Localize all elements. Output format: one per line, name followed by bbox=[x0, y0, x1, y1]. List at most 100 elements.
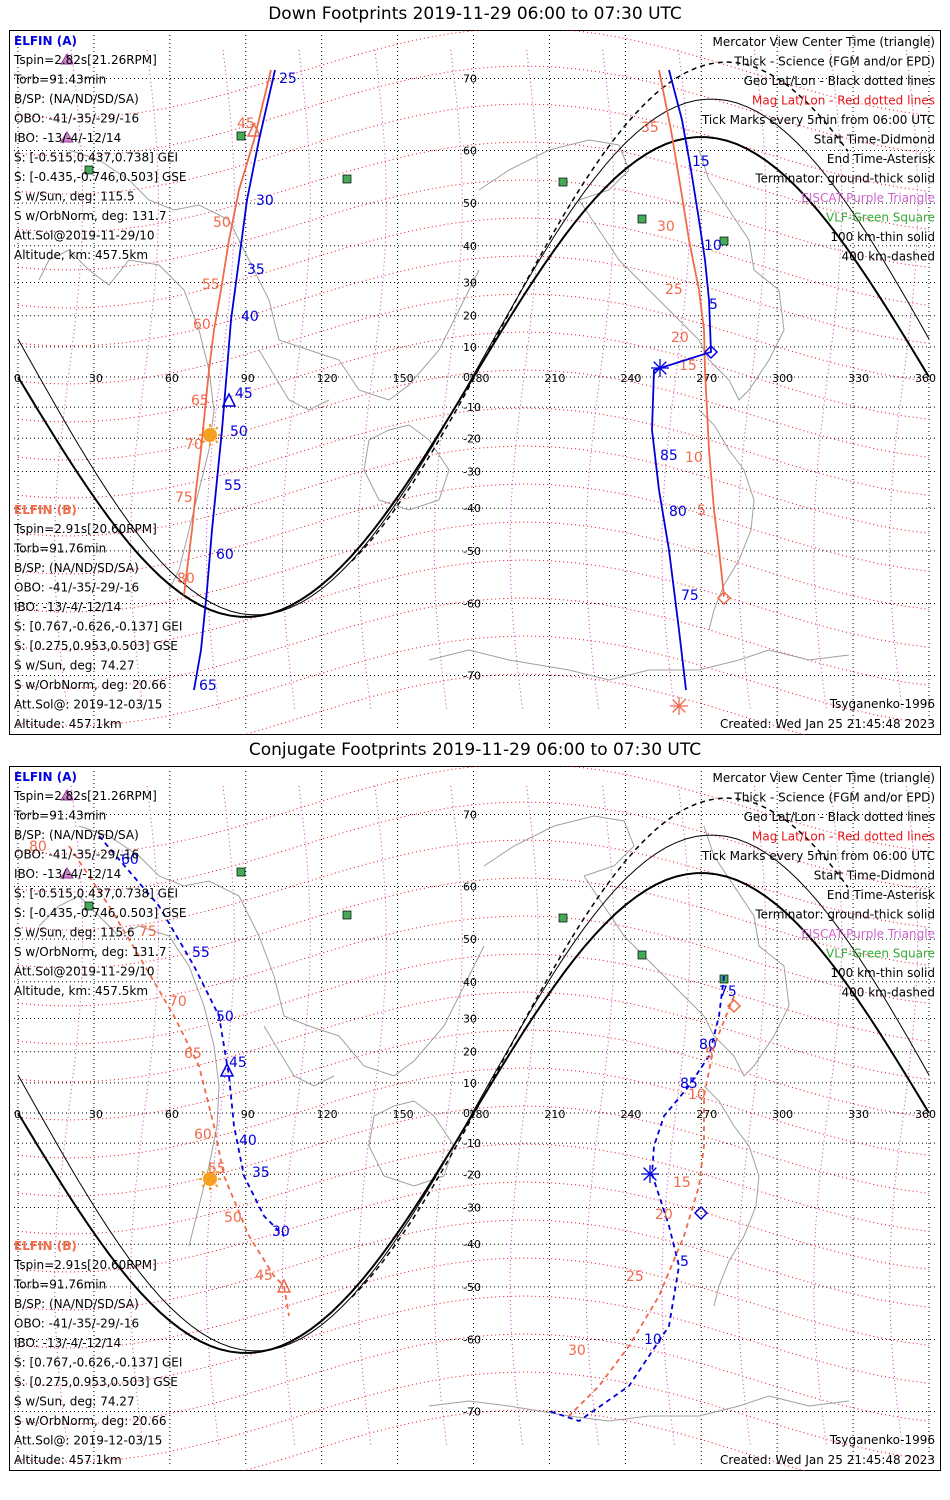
axis-labels: 0 30 60 90 120 150 180 210 240 270 300 330 360706050… bbox=[14, 73, 936, 683]
lat-label: -10 bbox=[463, 401, 481, 414]
track-tick-label: 60 bbox=[216, 547, 234, 563]
lon-label: 60 bbox=[165, 1108, 179, 1121]
track-line bbox=[658, 69, 725, 597]
lat-label: -50 bbox=[463, 545, 481, 558]
track-tick-label: 70 bbox=[185, 437, 203, 453]
elfin-b-line: S w/OrbNorm, deg: 20.66 bbox=[14, 678, 166, 692]
mag-parallel bbox=[17, 1181, 930, 1273]
elfin-b-name: ELFIN (B) bbox=[14, 503, 77, 517]
elfin-a-line: Torb=91.43min bbox=[13, 809, 106, 823]
elfin-b-info: ELFIN (B) Tspin=2.91s[20.60RPM] Torb=91.76… bbox=[13, 503, 182, 731]
lon-label: 180 bbox=[469, 1108, 490, 1121]
elfin-b-line: B/SP: (NA/ND/SD/SA) bbox=[14, 561, 139, 575]
asterisk-stroke bbox=[653, 361, 667, 375]
coastline bbox=[368, 1100, 455, 1187]
track-tick-label: 5 bbox=[680, 1254, 689, 1270]
track-tick-label: 75 bbox=[175, 490, 193, 506]
legend: Mercator View Center Time (triangle) Thic… bbox=[701, 35, 935, 264]
coastline bbox=[258, 349, 330, 411]
track-elfin-b: 35 30 25 20 15 10 5 bbox=[641, 69, 732, 715]
elfin-a-info: ELFIN (A) Tspin=2.82s[21.26RPM] Torb=91.43… bbox=[13, 770, 187, 998]
track-tick-label: 15 bbox=[679, 358, 697, 374]
terminator bbox=[17, 61, 930, 618]
track-tick-label: 20 bbox=[671, 330, 689, 346]
lat-label: -60 bbox=[463, 1334, 481, 1347]
conjugate-footprints-map: 0 30 60 90 120 150 180 210 240 270 300 330 360706050… bbox=[9, 766, 941, 1471]
vlf-station bbox=[342, 174, 352, 184]
legend-entry: Thick - Science (FGM and/or EPD) bbox=[733, 55, 935, 69]
vlf-station bbox=[637, 214, 647, 224]
lat-label: -70 bbox=[463, 669, 481, 682]
lat-label: 10 bbox=[463, 341, 477, 354]
track-tick-label: 45 bbox=[229, 1055, 247, 1071]
mag-parallel bbox=[17, 1029, 930, 1121]
legend-entry: Start Time-Didmond bbox=[814, 869, 935, 883]
sun-ray bbox=[214, 1183, 219, 1188]
lat-label: -30 bbox=[463, 465, 481, 478]
legend: Mercator View Center Time (triangle) Thic… bbox=[701, 771, 935, 1000]
lat-label: -40 bbox=[463, 1238, 481, 1251]
vlf-station bbox=[558, 177, 568, 187]
elfin-a-line: Tspin=2.82s[21.26RPM] bbox=[13, 53, 157, 67]
elfin-a-line: S w/Sun, deg: 115.6 bbox=[14, 926, 135, 940]
track-tick-label: 75 bbox=[139, 924, 157, 940]
lon-label: 120 bbox=[317, 372, 338, 385]
elfin-a-line: IBO: -13/-4/-12/14 bbox=[14, 131, 121, 145]
start-time-diamond bbox=[693, 1205, 709, 1221]
track-elfin-a: 25 30 35 40 45 50 55 60 65 bbox=[193, 69, 297, 694]
lat-label: 30 bbox=[463, 1013, 477, 1026]
mag-parallel bbox=[17, 1295, 930, 1387]
track-line bbox=[193, 69, 276, 691]
mag-parallel bbox=[17, 597, 930, 689]
mag-parallel bbox=[17, 293, 930, 385]
vlf-station bbox=[719, 236, 729, 246]
elfin-b-line: OBO: -41/-35/-29/-16 bbox=[14, 1317, 139, 1331]
track-line bbox=[651, 69, 712, 691]
coastline bbox=[78, 825, 485, 1077]
down-footprints-map: 0 30 60 90 120 150 180 210 240 270 300 330 360706050… bbox=[9, 30, 941, 735]
coastline bbox=[578, 149, 785, 401]
lon-label: 360 bbox=[915, 372, 936, 385]
mag-parallel bbox=[17, 369, 930, 461]
elfin-b-line: Att.Sol@: 2019-12-03/15 bbox=[14, 1434, 162, 1448]
track-tick-label: 55 bbox=[224, 478, 242, 494]
lon-label: 270 bbox=[696, 1108, 717, 1121]
track-tick-label: 30 bbox=[256, 193, 274, 209]
track-tick-label: 5 bbox=[705, 1046, 714, 1062]
asterisk-stroke bbox=[672, 699, 686, 713]
elfin-a-line: S w/OrbNorm, deg: 131.7 bbox=[14, 945, 166, 959]
mag-parallel bbox=[17, 839, 930, 931]
mag-parallel bbox=[17, 521, 930, 613]
track-tick-label: 10 bbox=[704, 238, 722, 254]
mag-parallel bbox=[17, 953, 930, 1045]
coastline bbox=[428, 649, 850, 681]
sun-icon bbox=[199, 1168, 221, 1190]
lon-label: 60 bbox=[165, 372, 179, 385]
elfin-a-line: Torb=91.43min bbox=[13, 73, 106, 87]
legend-entry: Mercator View Center Time (triangle) bbox=[713, 35, 935, 49]
elfin-b-line: IBO: -13/-4/-12/14 bbox=[14, 600, 121, 614]
elfin-a-name: ELFIN (A) bbox=[14, 770, 77, 784]
track-tick-label: 55 bbox=[208, 1161, 226, 1177]
mag-grid bbox=[17, 30, 930, 735]
elfin-b-line: Tspin=2.91s[20.60RPM] bbox=[13, 522, 157, 536]
lon-label: 180 bbox=[469, 372, 490, 385]
mag-parallel bbox=[17, 65, 930, 157]
start-time-diamond bbox=[726, 998, 742, 1014]
terminator-400km bbox=[351, 61, 849, 562]
legend-entry: End Time-Asterisk bbox=[827, 152, 935, 166]
elfin-b-name: ELFIN (B) bbox=[14, 1239, 77, 1253]
coastline bbox=[483, 815, 635, 877]
mag-parallel bbox=[17, 559, 930, 651]
terminator bbox=[17, 797, 930, 1354]
elfin-b-info: ELFIN (B) Tspin=2.91s[20.60RPM] Torb=91.76… bbox=[13, 1239, 182, 1467]
lon-label: 30 bbox=[89, 1108, 103, 1121]
track-tick-label: 25 bbox=[626, 1269, 644, 1285]
mag-parallel bbox=[17, 1219, 930, 1311]
axis-labels: 0 30 60 90 120 150 180 210 240 270 300 330 360706050… bbox=[14, 809, 936, 1419]
track-tick-label: 50 bbox=[224, 1210, 242, 1226]
elfin-b-line: Att.Sol@: 2019-12-03/15 bbox=[14, 698, 162, 712]
legend-entry: End Time-Asterisk bbox=[827, 888, 935, 902]
coastline bbox=[428, 1395, 850, 1422]
coastline bbox=[263, 1025, 335, 1087]
